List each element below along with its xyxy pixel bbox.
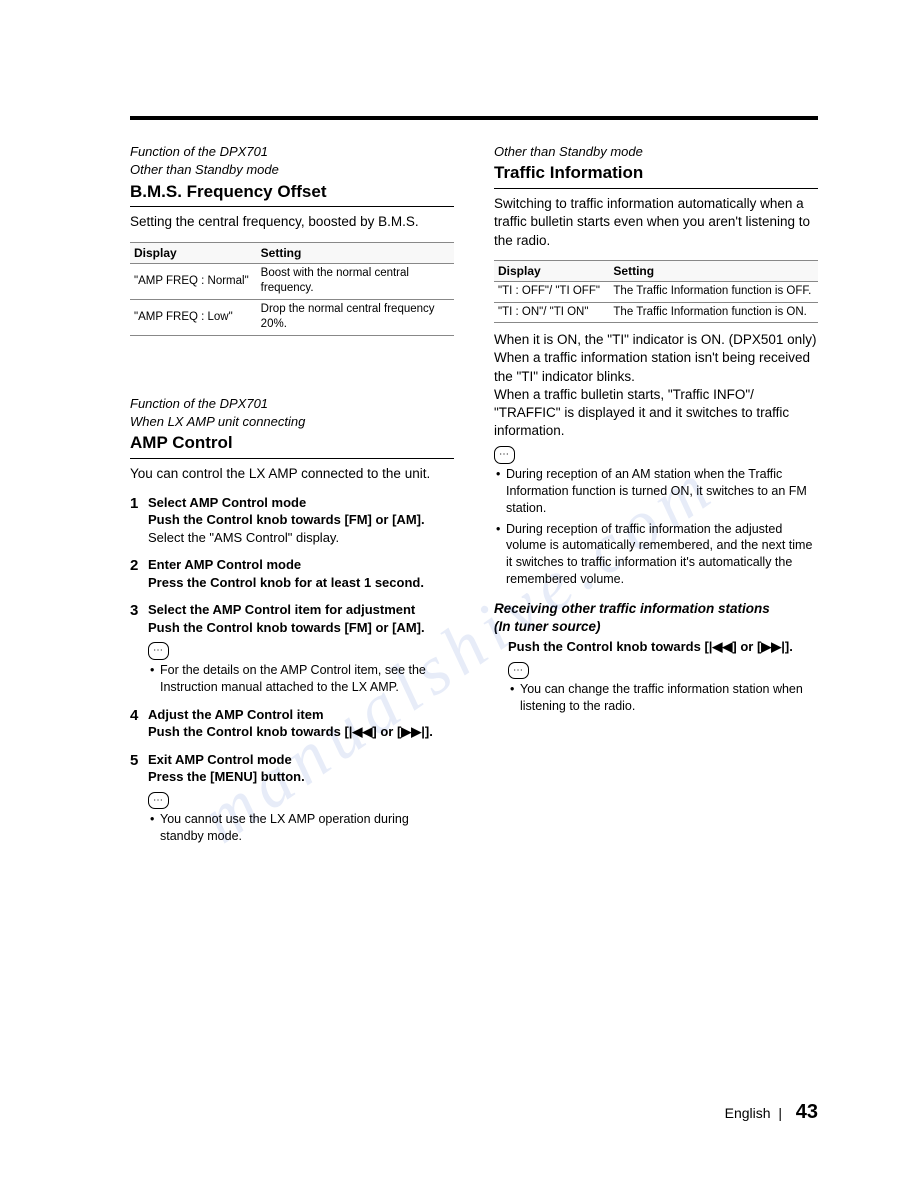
- bms-table: Display Setting "AMP FREQ : Normal" Boos…: [130, 242, 454, 336]
- amp-s3-note: For the details on the AMP Control item,…: [148, 662, 454, 696]
- page-footer: English | 43: [725, 1099, 818, 1126]
- amp-s3-notes: For the details on the AMP Control item,…: [148, 662, 454, 696]
- table-row: "TI : ON"/ "TI ON" The Traffic Informati…: [494, 302, 818, 323]
- amp-s2-title: Enter AMP Control mode: [148, 556, 454, 574]
- ti-note-1: During reception of an AM station when t…: [494, 466, 818, 517]
- bms-pretitle-1: Function of the DPX701: [130, 144, 454, 160]
- ti-heading: Traffic Information: [494, 162, 818, 189]
- bms-r2c2: Drop the normal central frequency 20%.: [257, 299, 454, 335]
- ti-r2c1: "TI : ON"/ "TI ON": [494, 302, 609, 323]
- amp-s1-body: Push the Control knob towards [FM] or [A…: [148, 511, 454, 529]
- ti-para-2: When a traffic information station isn't…: [494, 349, 818, 385]
- amp-s3-body: Push the Control knob towards [FM] or [A…: [148, 619, 454, 637]
- amp-s5-body: Press the [MENU] button.: [148, 768, 454, 786]
- ti-intro: Switching to traffic information automat…: [494, 195, 818, 250]
- bms-section: Function of the DPX701 Other than Standb…: [130, 144, 454, 336]
- amp-step-5: Exit AMP Control mode Press the [MENU] b…: [130, 751, 454, 845]
- table-row: "AMP FREQ : Low" Drop the normal central…: [130, 299, 454, 335]
- amp-s4-title: Adjust the AMP Control item: [148, 706, 454, 724]
- header-rule: [130, 116, 818, 120]
- right-column: Other than Standby mode Traffic Informat…: [494, 144, 818, 855]
- table-header-row: Display Setting: [130, 242, 454, 263]
- ti-r1c2: The Traffic Information function is OFF.: [609, 282, 818, 303]
- amp-step-2: Enter AMP Control mode Press the Control…: [130, 556, 454, 591]
- amp-s4-body: Push the Control knob towards [|◀◀] or […: [148, 723, 454, 741]
- amp-step-3: Select the AMP Control item for adjustme…: [130, 601, 454, 695]
- ti-para-1: When it is ON, the "TI" indicator is ON.…: [494, 331, 818, 349]
- bms-th-display: Display: [130, 242, 257, 263]
- amp-steps: Select AMP Control mode Push the Control…: [130, 494, 454, 846]
- ti-sub-note: You can change the traffic information s…: [508, 681, 818, 715]
- amp-step-1: Select AMP Control mode Push the Control…: [130, 494, 454, 547]
- amp-s2-body: Press the Control knob for at least 1 se…: [148, 574, 454, 592]
- ti-sub-body: Push the Control knob towards [|◀◀] or […: [494, 638, 818, 656]
- footer-page-number: 43: [796, 1101, 818, 1123]
- amp-s1-title: Select AMP Control mode: [148, 494, 454, 512]
- amp-pretitle-2: When LX AMP unit connecting: [130, 414, 454, 430]
- note-icon: ⋯: [494, 446, 515, 464]
- bms-heading: B.M.S. Frequency Offset: [130, 181, 454, 208]
- amp-intro: You can control the LX AMP connected to …: [130, 465, 454, 483]
- table-row: "AMP FREQ : Normal" Boost with the norma…: [130, 263, 454, 299]
- bms-intro: Setting the central frequency, boosted b…: [130, 213, 454, 231]
- note-icon: ⋯: [508, 662, 529, 680]
- page-columns: Function of the DPX701 Other than Standb…: [130, 144, 818, 855]
- ti-th-setting: Setting: [609, 260, 818, 281]
- table-row: "TI : OFF"/ "TI OFF" The Traffic Informa…: [494, 282, 818, 303]
- bms-pretitle-2: Other than Standby mode: [130, 162, 454, 178]
- bms-r2c1: "AMP FREQ : Low": [130, 299, 257, 335]
- amp-heading: AMP Control: [130, 432, 454, 459]
- ti-subhead-1: Receiving other traffic information stat…: [494, 600, 818, 618]
- bms-th-setting: Setting: [257, 242, 454, 263]
- ti-table: Display Setting "TI : OFF"/ "TI OFF" The…: [494, 260, 818, 323]
- bms-r1c1: "AMP FREQ : Normal": [130, 263, 257, 299]
- ti-notes: During reception of an AM station when t…: [494, 466, 818, 588]
- ti-section: Other than Standby mode Traffic Informat…: [494, 144, 818, 715]
- amp-s3-title: Select the AMP Control item for adjustme…: [148, 601, 454, 619]
- note-icon: ⋯: [148, 642, 169, 660]
- bms-r1c2: Boost with the normal central frequency.: [257, 263, 454, 299]
- ti-note-2: During reception of traffic information …: [494, 521, 818, 589]
- ti-para-3: When a traffic bulletin starts, "Traffic…: [494, 386, 818, 441]
- amp-s5-note: You cannot use the LX AMP operation duri…: [148, 811, 454, 845]
- amp-s5-title: Exit AMP Control mode: [148, 751, 454, 769]
- amp-pretitle-1: Function of the DPX701: [130, 396, 454, 412]
- ti-th-display: Display: [494, 260, 609, 281]
- amp-section: Function of the DPX701 When LX AMP unit …: [130, 396, 454, 845]
- note-icon: ⋯: [148, 792, 169, 810]
- ti-r1c1: "TI : OFF"/ "TI OFF": [494, 282, 609, 303]
- amp-s5-notes: You cannot use the LX AMP operation duri…: [148, 811, 454, 845]
- amp-step-4: Adjust the AMP Control item Push the Con…: [130, 706, 454, 741]
- table-header-row: Display Setting: [494, 260, 818, 281]
- ti-r2c2: The Traffic Information function is ON.: [609, 302, 818, 323]
- footer-lang: English: [725, 1105, 771, 1121]
- ti-pretitle: Other than Standby mode: [494, 144, 818, 160]
- ti-subhead-2: (In tuner source): [494, 618, 818, 636]
- ti-sub-notes: You can change the traffic information s…: [494, 681, 818, 715]
- left-column: Function of the DPX701 Other than Standb…: [130, 144, 454, 855]
- amp-s1-note: Select the "AMS Control" display.: [148, 529, 454, 547]
